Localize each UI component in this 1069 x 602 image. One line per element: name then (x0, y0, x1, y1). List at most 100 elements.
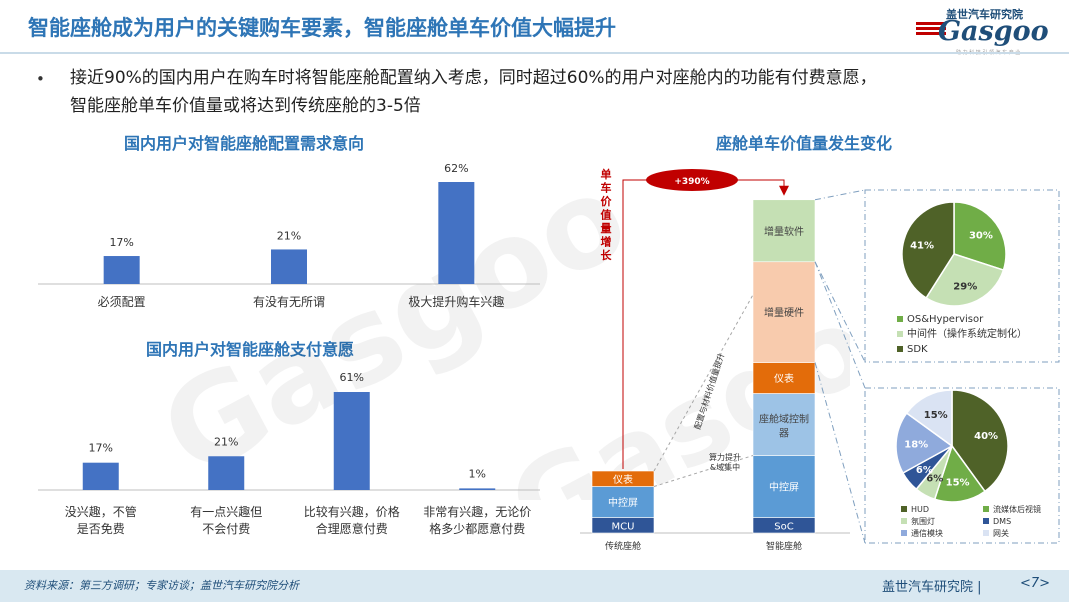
pie2-box (864, 387, 1060, 544)
chart2-category-label: 不会付费 (202, 522, 250, 536)
charts-canvas: 17% 必须配置 21% 有没有无所谓 62% 极大提升购车兴趣 17% 没兴趣，不管是否免费… (38, 162, 1060, 552)
chart2-bar (459, 488, 496, 490)
pie2-slice (905, 389, 953, 448)
stack-segment-label: 仪表 (613, 473, 633, 486)
pie1-slice-label: 29% (953, 281, 977, 292)
stack-segment (591, 470, 655, 487)
connector-line (814, 261, 866, 389)
guide-line (653, 455, 754, 487)
pie1-legend-swatch (897, 331, 903, 337)
chart2-data-label: 61% (340, 371, 364, 384)
chart1-bar (103, 256, 140, 284)
pie2-slice-label: 18% (904, 440, 928, 451)
ylabel-char: 量 (601, 222, 612, 235)
chart2-data-label: 1% (469, 467, 486, 480)
chart1-title: 国内用户对智能座舱配置需求意向 (124, 134, 365, 153)
pie1-legend-label: OS&Hypervisor (907, 314, 984, 325)
chart1-data-label: 62% (444, 162, 468, 175)
pie1-legend-label: SDK (907, 344, 928, 355)
stack-segment (752, 199, 816, 263)
stack-segment-label: 中控屏 (769, 481, 799, 494)
pie2-legend-swatch (901, 518, 907, 524)
logo-en: Gasgoo (938, 16, 1049, 47)
pie2-legend-label: 通信模块 (911, 528, 943, 538)
chart1-data-label: 21% (277, 229, 301, 242)
pie1-box (864, 189, 1060, 363)
chart1-bar (438, 182, 475, 284)
ylabel-char: 价 (601, 195, 613, 208)
logo-stripes-icon (916, 22, 946, 37)
pie2-slice (933, 444, 986, 503)
footer-bar (0, 570, 1069, 602)
stack-segment-label: MCU (612, 521, 635, 532)
side-label: 配置与材料价值量提升 (692, 351, 726, 430)
chart1-data-label: 17% (109, 236, 133, 249)
ylabel-char: 车 (601, 181, 612, 195)
ylabel-char: 单 (601, 167, 612, 181)
footer-org: 盖世汽车研究院 | (882, 580, 982, 595)
chart2-data-label: 21% (214, 435, 238, 448)
chart2-category-label: 格多少都愿意付费 (429, 521, 525, 536)
chart2-category-label: 没兴趣，不管 (65, 504, 137, 519)
chart2-category-label: 有一点兴趣但 (190, 504, 262, 519)
stack-segment (752, 455, 816, 518)
bullet-line-2: 智能座舱单车价值量或将达到传统座舱的3-5倍 (70, 96, 421, 116)
pie2-slice (951, 389, 1009, 493)
title-divider (0, 52, 1069, 54)
stack-segment (591, 486, 655, 518)
pie1-slice-label: 41% (910, 241, 934, 252)
chart1-bar (271, 249, 307, 284)
pie2-legend-swatch (901, 506, 907, 512)
stack-category-label: 传统座舱 (605, 540, 641, 552)
stack-segment-label: 器 (779, 428, 789, 440)
pie1-legend-swatch (897, 346, 903, 352)
connector-line (814, 362, 866, 544)
stack-category-label: 智能座舱 (766, 540, 802, 552)
pie2-legend-swatch (983, 530, 989, 536)
stack-segment-label: SoC (774, 521, 793, 532)
chart2-data-label: 17% (89, 442, 113, 455)
chart1-category-label: 极大提升购车兴趣 (408, 294, 504, 309)
chart2-bar (208, 456, 245, 490)
page-number: <7> (1020, 576, 1051, 591)
connector-line (814, 261, 866, 363)
pie1-legend-swatch (897, 316, 903, 322)
guide-line (653, 294, 754, 472)
pie2-legend-swatch (983, 518, 989, 524)
page-title: 智能座舱成为用户的关键购车要素，智能座舱单车价值大幅提升 (28, 16, 616, 40)
side-label: 算力提升 (709, 452, 741, 462)
pie1-legend-label: 中间件（操作系统定制化） (907, 327, 1027, 340)
ylabel-char: 增 (601, 235, 612, 249)
chart1-category-label: 必须配置 (98, 295, 146, 309)
pie2-legend-label: HUD (911, 505, 929, 514)
pie2-slice (895, 412, 954, 474)
pie2-slice-label: 15% (946, 477, 970, 488)
growth-label: +390% (674, 177, 709, 187)
stack-segment (752, 362, 816, 394)
chart3-title: 座舱单车价值量发生变化 (716, 134, 893, 153)
pie1-slice-label: 30% (969, 230, 993, 241)
chart1-category-label: 有没有无所谓 (253, 294, 325, 309)
pie2-legend-label: 流媒体后视镜 (993, 504, 1041, 514)
stack-segment-label: 增量软件 (764, 225, 804, 238)
connector-line (814, 189, 866, 201)
pie2-slice-label: 6% (926, 473, 943, 484)
pie2-legend-swatch (901, 530, 907, 536)
side-label: &域集中 (710, 462, 740, 472)
pie2-slice-label: 15% (924, 410, 948, 421)
chart2-category-label: 比较有兴趣，价格 (304, 504, 400, 519)
growth-badge (646, 169, 738, 191)
pie2-legend-swatch (983, 506, 989, 512)
chart2-title: 国内用户对智能座舱支付意愿 (146, 340, 355, 359)
stack-segment (752, 393, 816, 456)
stack-segment-label: 增量硬件 (764, 306, 804, 319)
pie2-legend-label: 氛围灯 (911, 516, 935, 526)
bullet-line-1: 接近90%的国内用户在购车时将智能座舱配置纳入考虑，同时超过60%的用户对座舱内… (70, 68, 877, 88)
stack-segment-label: 中控屏 (608, 496, 638, 509)
pie1-slice (953, 201, 1007, 272)
growth-arrowhead-icon (779, 185, 789, 196)
pie1-slice (901, 201, 955, 299)
chart2-category-label: 非常有兴趣，无论价 (423, 504, 531, 519)
stack-segment-label: 座舱域控制 (759, 413, 809, 426)
stack-segment (752, 261, 816, 363)
